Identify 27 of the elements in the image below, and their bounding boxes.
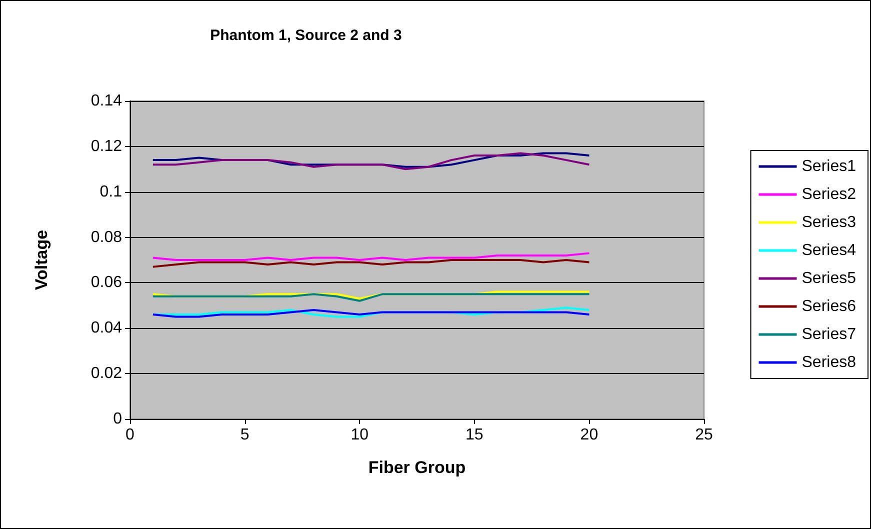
x-axis-title: Fiber Group (368, 458, 466, 477)
y-tick-label: 0.08 (90, 228, 122, 246)
legend-label: Series3 (802, 214, 856, 231)
legend-label: Series4 (802, 242, 856, 259)
legend-label: Series6 (802, 298, 856, 315)
line-series (152, 252, 590, 261)
y-tick-label: 0 (113, 410, 122, 428)
x-tick-label: 10 (350, 426, 369, 444)
legend-label: Series8 (802, 354, 856, 371)
legend-label: Series5 (802, 270, 856, 287)
y-tick-label: 0.12 (90, 138, 122, 155)
x-tick-label: 5 (240, 426, 250, 444)
y-axis-title: Voltage (32, 230, 51, 290)
x-tick-label: 20 (580, 426, 598, 444)
line-series (152, 259, 590, 268)
chart-title: Phantom 1, Source 2 and 3 (210, 27, 402, 44)
y-tick-label: 0.1 (100, 183, 122, 200)
legend-label: Series1 (802, 158, 856, 175)
x-tick-label: 0 (126, 426, 135, 444)
x-tick-label: 15 (466, 426, 484, 444)
y-tick-label: 0.04 (90, 320, 122, 337)
x-tick-label: 25 (695, 426, 713, 444)
y-tick-label: 0.14 (90, 92, 122, 110)
legend-label: Series7 (802, 326, 856, 343)
y-tick-label: 0.06 (90, 274, 122, 292)
legend-label: Series2 (802, 186, 856, 203)
y-tick-label: 0.02 (90, 365, 122, 382)
